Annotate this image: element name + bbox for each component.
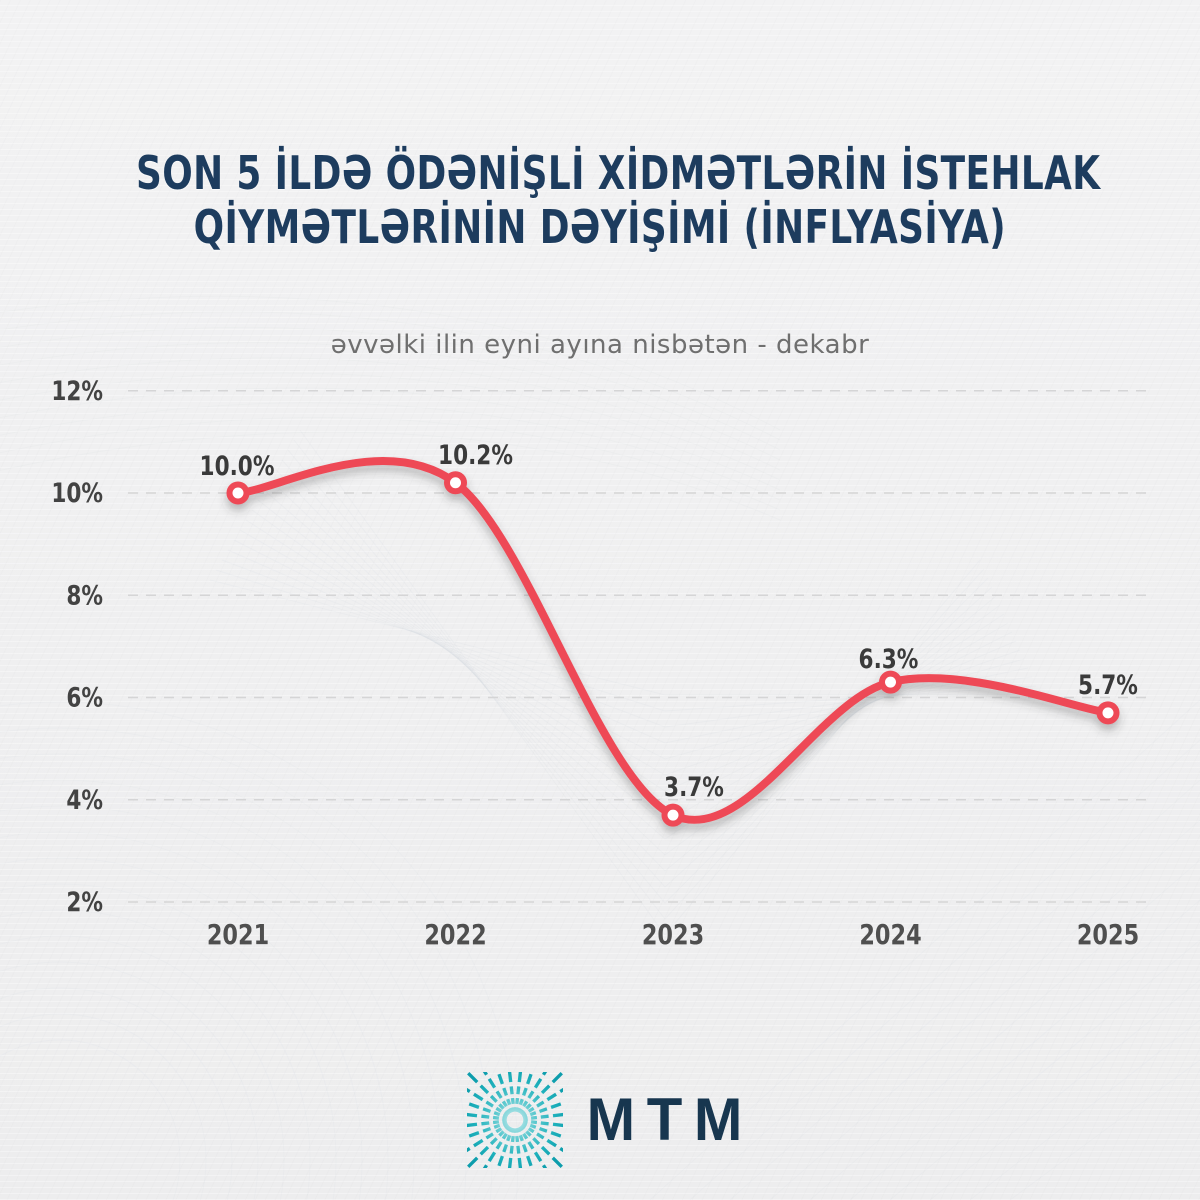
y-axis-tick-label-2%: 2% bbox=[66, 886, 103, 918]
chart-subtitle: əvvəlki ilin eyni ayına nisbətən - dekab… bbox=[330, 330, 870, 360]
x-axis-tick-label-2023: 2023 bbox=[642, 917, 704, 950]
data-point-marker-2022 bbox=[444, 471, 467, 495]
data-point-marker-2023 bbox=[661, 803, 685, 827]
y-axis-tick-label-6%: 6% bbox=[66, 681, 103, 713]
inflation-line-series bbox=[226, 457, 1120, 827]
chart-title-line-1: SON 5 İLDƏ ÖDƏNİŞLİ XİDMƏTLƏRİN İSTEHLAK bbox=[136, 146, 1101, 200]
data-point-marker-2025 bbox=[1096, 701, 1120, 725]
mtm-logo-starburst-icon bbox=[466, 1071, 564, 1169]
x-axis-tick-label-2022: 2022 bbox=[424, 917, 486, 950]
x-axis-tick-label-2021: 2021 bbox=[207, 917, 269, 950]
data-point-label-2023: 3.7% bbox=[664, 771, 724, 803]
data-point-marker-2021 bbox=[226, 481, 250, 505]
data-point-label-2025: 5.7% bbox=[1078, 668, 1138, 700]
footer-logo: MTM bbox=[466, 1070, 757, 1170]
y-axis-tick-label-12%: 12% bbox=[51, 374, 103, 406]
data-point-label-2024: 6.3% bbox=[859, 643, 919, 675]
mtm-logo-text: MTM bbox=[586, 1086, 755, 1153]
inflation-line bbox=[234, 457, 1112, 824]
y-axis-tick-label-10%: 10% bbox=[51, 477, 103, 509]
chart-title: SON 5 İLDƏ ÖDƏNİŞLİ XİDMƏTLƏRİN İSTEHLAK… bbox=[0, 146, 1200, 254]
chart-title-line-2: QİYMƏTLƏRİNİN DƏYİŞİMİ (İNFLYASİYA) bbox=[193, 200, 1007, 254]
data-point-label-2021: 10.0% bbox=[200, 450, 275, 482]
y-axis-tick-label-8%: 8% bbox=[66, 579, 103, 611]
x-axis-tick-label-2025: 2025 bbox=[1077, 917, 1139, 950]
starburst-rays bbox=[466, 1071, 564, 1169]
x-axis-tick-label-2024: 2024 bbox=[859, 917, 921, 950]
data-point-marker-2024 bbox=[879, 670, 902, 694]
data-point-label-2022: 10.2% bbox=[438, 438, 513, 470]
y-axis-tick-label-4%: 4% bbox=[66, 783, 103, 815]
